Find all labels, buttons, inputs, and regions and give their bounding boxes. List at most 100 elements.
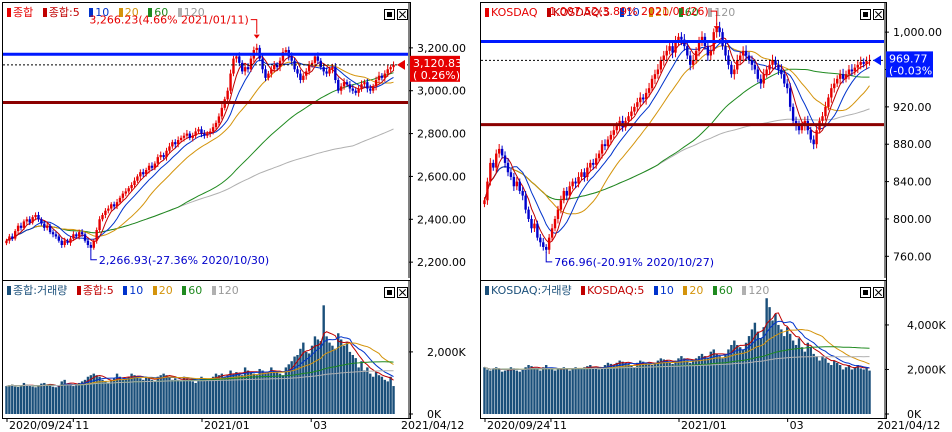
candle-body [261, 58, 264, 70]
candle-body [383, 73, 387, 78]
volume-bar [34, 387, 37, 414]
candle-body [101, 215, 104, 220]
candle-body [824, 106, 827, 117]
volume-bar [806, 342, 810, 414]
maximize-icon[interactable] [860, 287, 871, 298]
volume-bar [738, 347, 742, 414]
kosdaq-chart-svg: 1,000.00960.00920.00880.00840.00800.0076… [481, 2, 946, 432]
high-arrow [253, 34, 260, 39]
volume-bar [709, 351, 713, 414]
volume-bar [662, 359, 665, 414]
candle-body [110, 204, 113, 209]
candle-body [680, 36, 683, 40]
candle-body [612, 130, 616, 135]
volume-bar [281, 375, 285, 414]
volume-bar [844, 367, 848, 414]
volume-bar [697, 356, 701, 414]
candle-body [786, 83, 789, 89]
candle-body [366, 82, 369, 89]
volume-bar [615, 362, 618, 414]
volume-bar [533, 368, 536, 414]
candle-body [659, 60, 663, 70]
candle-body [310, 62, 314, 65]
candle-body [644, 92, 648, 100]
maximize-icon[interactable] [384, 9, 395, 20]
candle-body [203, 133, 206, 136]
candle-body [188, 133, 192, 138]
candle-body [159, 155, 162, 158]
volume-bar [630, 365, 633, 414]
volume-bar [8, 385, 11, 414]
candle-body [741, 50, 745, 56]
volume-bar [98, 376, 101, 414]
volume-tick-label: 2,000K [907, 363, 946, 376]
volume-bar [815, 356, 818, 414]
candle-body [133, 180, 136, 185]
volume-bar [223, 376, 226, 414]
volume-bar [40, 383, 43, 414]
volume-bar [503, 370, 507, 414]
volume-bar [521, 369, 524, 414]
close-icon[interactable] [873, 287, 884, 298]
candle-body [174, 142, 177, 145]
candle-body [112, 204, 116, 207]
maximize-icon[interactable] [860, 9, 871, 20]
close-icon[interactable] [397, 9, 408, 20]
volume-bar [278, 373, 282, 414]
candle-body [337, 80, 340, 91]
volume-bar [636, 362, 639, 414]
candle-body [774, 60, 777, 65]
candle-body [533, 223, 536, 229]
candle-body [668, 46, 671, 51]
candle-body [377, 75, 381, 80]
volume-bar [621, 361, 624, 414]
volume-bar [110, 379, 113, 414]
volume-bar [162, 373, 165, 414]
price-frame: KOSDAQ KOSDAQ:5 10 20 60 120 [480, 2, 887, 281]
volume-bar [377, 375, 381, 414]
price-tag-arrow [397, 59, 405, 70]
x-tick-label: 03 [313, 419, 327, 432]
candle-body [830, 88, 833, 98]
candle-body [37, 215, 40, 220]
volume-bar [865, 367, 868, 414]
x-tick-label: 2021/01 [204, 419, 250, 432]
volume-bar [759, 338, 762, 414]
candle-body [747, 55, 751, 61]
volume-bar [786, 327, 789, 414]
volume-bar [214, 373, 218, 414]
candle-body [592, 162, 595, 165]
candle-body [547, 237, 551, 250]
candle-body [674, 41, 677, 53]
candle-body [345, 82, 349, 85]
x-tick-label: 2020/09/24 [9, 419, 72, 432]
price-tag-arrow [873, 55, 881, 66]
volume-bar [43, 382, 46, 414]
candle-body [780, 69, 783, 75]
ma120-line [484, 108, 870, 201]
close-icon[interactable] [397, 287, 408, 298]
volume-bar [506, 369, 510, 414]
candle-body [191, 135, 194, 138]
maximize-icon[interactable] [384, 287, 395, 298]
candle-body [238, 56, 241, 63]
candle-body [791, 106, 795, 121]
close-icon[interactable] [873, 9, 884, 20]
volume-bar [589, 365, 592, 414]
volume-bar [556, 369, 560, 414]
candle-body [290, 56, 293, 61]
price-frame: 종합 종합:5 10 20 60 120 [2, 2, 411, 281]
volume-bar [686, 360, 689, 414]
volume-bar [95, 375, 98, 414]
candle-body [136, 176, 139, 181]
candle-body [568, 186, 571, 196]
low-marker [545, 251, 553, 263]
volume-bar [168, 376, 171, 414]
high-marker [250, 19, 258, 34]
candle-body [589, 162, 592, 168]
candle-body [847, 69, 851, 75]
candle-body [609, 134, 613, 140]
candle-body [706, 46, 710, 56]
volume-bar [577, 368, 580, 414]
volume-bar [345, 342, 349, 414]
